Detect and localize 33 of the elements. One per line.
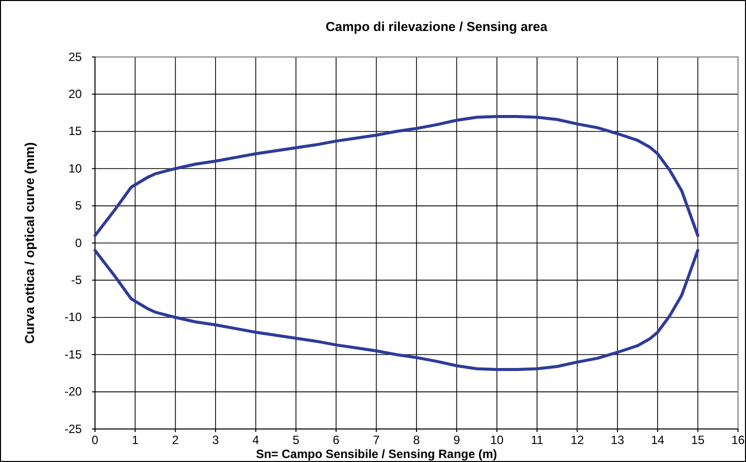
x-tick-label: 0 <box>92 433 99 447</box>
x-tick-label: 5 <box>292 433 300 447</box>
x-tick-label: 13 <box>610 433 624 447</box>
x-tick-label: 3 <box>212 433 220 447</box>
y-tick-label: 25 <box>68 50 82 64</box>
y-tick-label: -15 <box>64 347 82 362</box>
y-tick-label: -25 <box>64 422 82 436</box>
x-tick-label: 16 <box>731 433 745 447</box>
x-tick-label: 2 <box>172 433 180 447</box>
y-tick-label: 20 <box>68 87 82 102</box>
x-tick-label: 1 <box>132 433 139 447</box>
x-tick-label: 9 <box>453 433 460 447</box>
x-tick-label: 10 <box>490 433 504 447</box>
x-tick-label: 8 <box>413 433 420 447</box>
y-tick-label: -10 <box>64 310 82 324</box>
x-tick-label: 15 <box>691 433 705 447</box>
x-tick-label: 7 <box>372 433 380 447</box>
y-tick-label: 10 <box>68 161 82 176</box>
x-tick-label: 6 <box>332 433 340 447</box>
line-series <box>94 248 700 371</box>
y-tick-label: -20 <box>64 384 82 399</box>
x-tick-label: 14 <box>650 433 665 447</box>
y-axis-title: Curva ottica / optical curve (mm) <box>22 142 37 344</box>
x-tick-label: 4 <box>252 433 260 447</box>
line-series <box>94 115 700 238</box>
y-tick-label: 0 <box>75 236 82 250</box>
x-tick-label: 12 <box>570 433 584 447</box>
y-tick-label: -5 <box>71 273 82 288</box>
x-tick-label: 11 <box>530 433 544 447</box>
x-axis-title: Sn= Campo Sensibile / Sensing Range (m) <box>256 447 498 461</box>
y-tick-label: 15 <box>68 124 82 138</box>
chart-title: Campo di rilevazione / Sensing area <box>326 19 548 34</box>
y-tick-label: 5 <box>75 198 82 213</box>
